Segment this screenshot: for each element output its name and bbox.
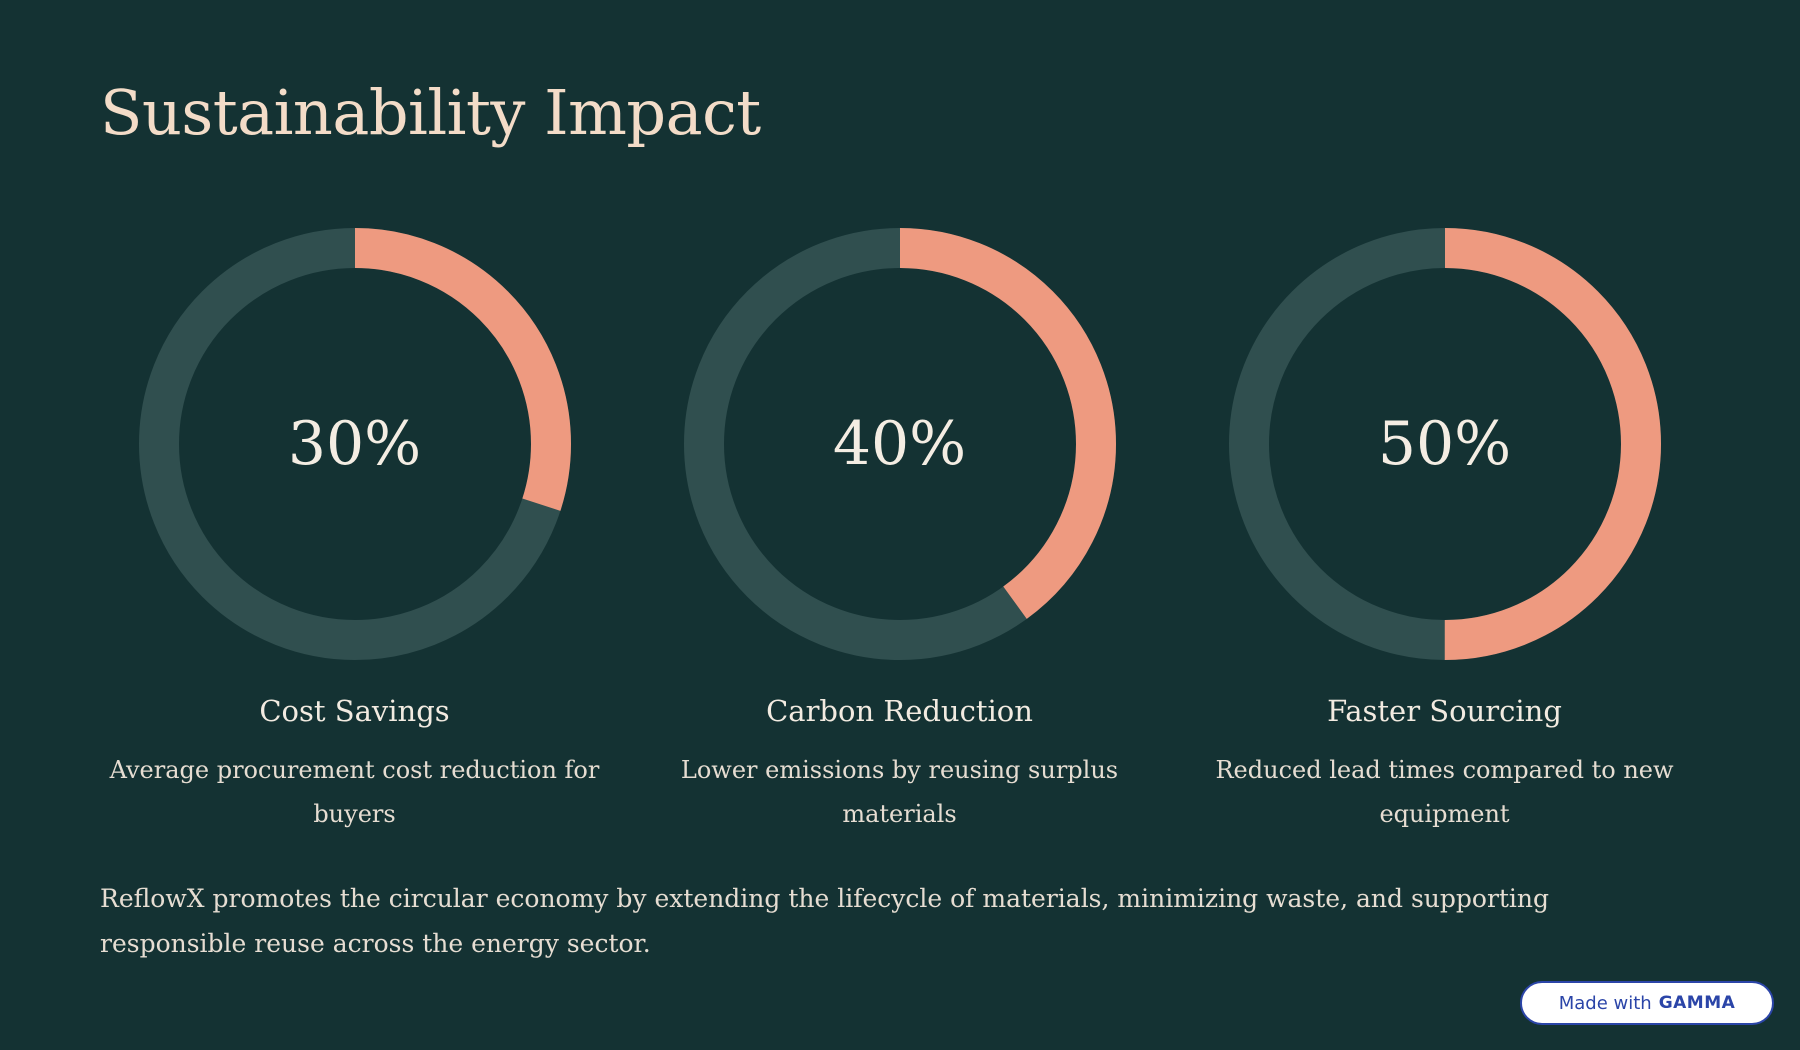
stat-value: 40%	[832, 409, 967, 479]
progress-ring-graphic	[683, 228, 1116, 660]
slide-title: Sustainability Impact	[100, 76, 761, 149]
progress-ring-graphic	[138, 228, 571, 660]
summary-paragraph: ReflowX promotes the circular economy by…	[100, 884, 1550, 958]
stat-description: Lower emissions by reusing surplus mater…	[680, 756, 1119, 828]
stat-card-faster-sourcing: 50% Faster Sourcing Reduced lead times c…	[1172, 228, 1717, 836]
progress-ring-carbon-reduction: 40%	[683, 228, 1116, 660]
stat-card-carbon-reduction: 40% Carbon Reduction Lower emissions by …	[627, 228, 1172, 836]
stat-label: Faster Sourcing	[1327, 694, 1562, 728]
progress-ring-fill	[138, 228, 571, 660]
stat-label: Cost Savings	[259, 694, 450, 728]
stat-label: Carbon Reduction	[766, 694, 1033, 728]
stat-value: 50%	[1377, 409, 1512, 479]
progress-ring-fill	[1228, 228, 1661, 660]
progress-ring-graphic	[1228, 228, 1661, 660]
progress-ring-fill	[683, 228, 1116, 660]
progress-ring-cost-savings: 30%	[138, 228, 571, 660]
stat-description: Reduced lead times compared to new equip…	[1215, 756, 1674, 828]
progress-ring-faster-sourcing: 50%	[1228, 228, 1661, 660]
stat-card-cost-savings: 30% Cost Savings Average procurement cos…	[82, 228, 627, 836]
stat-value: 30%	[287, 409, 422, 479]
stat-description: Average procurement cost reduction for b…	[109, 756, 600, 828]
badge-made-with-text: Made with	[1558, 992, 1652, 1014]
made-with-gamma-badge[interactable]: Made with GAMMA	[1520, 981, 1774, 1025]
gamma-logo: GAMMA	[1658, 993, 1736, 1013]
